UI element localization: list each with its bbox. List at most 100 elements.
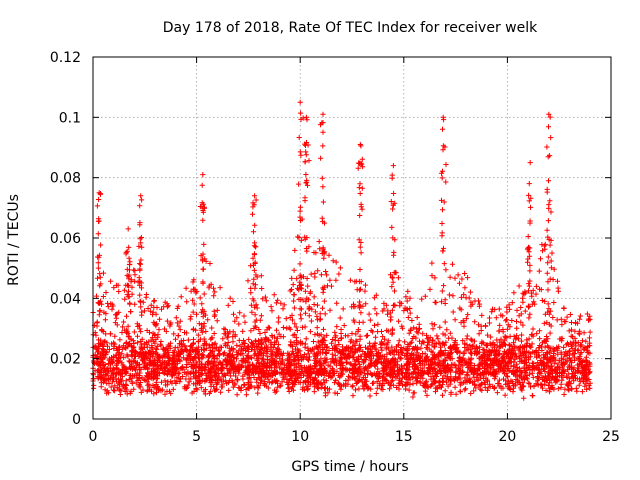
chart-title: Day 178 of 2018, Rate Of TEC Index for r… bbox=[163, 20, 538, 36]
data-point bbox=[218, 367, 224, 373]
data-point bbox=[496, 377, 502, 383]
data-point bbox=[322, 393, 328, 399]
data-point bbox=[91, 376, 97, 382]
x-tick-label: 25 bbox=[602, 429, 620, 445]
data-point bbox=[466, 356, 472, 362]
data-point bbox=[325, 373, 332, 379]
data-point bbox=[534, 373, 541, 380]
data-point bbox=[255, 390, 261, 396]
data-point bbox=[196, 380, 202, 386]
data-point bbox=[494, 390, 500, 396]
data-point bbox=[126, 358, 132, 364]
data-point bbox=[352, 387, 359, 393]
data-point bbox=[116, 386, 122, 392]
data-point bbox=[514, 361, 520, 367]
data-point bbox=[561, 344, 567, 350]
data-point bbox=[451, 378, 457, 384]
data-point bbox=[586, 335, 593, 341]
data-point bbox=[336, 341, 342, 348]
data-point bbox=[274, 378, 280, 384]
data-point bbox=[510, 340, 517, 346]
data-point bbox=[349, 384, 355, 390]
data-point bbox=[234, 342, 240, 348]
data-point bbox=[230, 379, 236, 385]
data-point bbox=[122, 345, 128, 351]
data-point bbox=[172, 336, 179, 342]
data-point bbox=[542, 373, 549, 379]
data-point bbox=[302, 341, 308, 347]
data-point bbox=[439, 382, 446, 388]
data-point bbox=[208, 383, 214, 389]
data-point bbox=[469, 380, 476, 386]
data-point bbox=[429, 342, 435, 348]
data-point bbox=[569, 386, 575, 392]
data-point bbox=[468, 390, 474, 397]
data-point bbox=[180, 373, 186, 380]
y-tick-label: 0.12 bbox=[50, 50, 81, 66]
data-point bbox=[471, 388, 477, 394]
data-point bbox=[233, 373, 239, 379]
data-point bbox=[311, 350, 317, 356]
data-point bbox=[333, 377, 339, 383]
data-point bbox=[151, 391, 157, 397]
data-point bbox=[468, 355, 474, 361]
data-point bbox=[120, 382, 127, 388]
data-point bbox=[424, 354, 430, 360]
data-point bbox=[503, 378, 509, 384]
data-point bbox=[228, 373, 234, 379]
data-point bbox=[397, 355, 403, 361]
data-point bbox=[571, 378, 577, 384]
data-point bbox=[272, 389, 278, 395]
data-point bbox=[225, 339, 231, 346]
data-point bbox=[473, 374, 479, 381]
data-point bbox=[234, 349, 240, 355]
data-point bbox=[379, 347, 385, 353]
data-point bbox=[93, 345, 99, 351]
data-point bbox=[448, 389, 454, 395]
data-point bbox=[222, 350, 228, 356]
data-point bbox=[259, 374, 265, 380]
data-point bbox=[163, 382, 169, 388]
data-point bbox=[550, 345, 556, 351]
data-point bbox=[374, 385, 380, 391]
data-point bbox=[565, 382, 571, 388]
data-point bbox=[301, 387, 307, 393]
data-point bbox=[432, 344, 438, 350]
data-point bbox=[113, 362, 119, 368]
data-point bbox=[168, 379, 174, 385]
data-point bbox=[122, 385, 129, 391]
data-point bbox=[427, 361, 433, 367]
data-point bbox=[330, 336, 336, 343]
data-point bbox=[373, 390, 379, 397]
data-point bbox=[219, 384, 225, 390]
data-point bbox=[539, 347, 545, 354]
data-point bbox=[576, 382, 582, 388]
data-point bbox=[174, 378, 180, 384]
data-point bbox=[484, 348, 490, 354]
data-point bbox=[238, 385, 244, 391]
data-point bbox=[154, 346, 160, 352]
data-point bbox=[153, 379, 159, 385]
data-point bbox=[545, 382, 551, 389]
data-point bbox=[513, 353, 520, 359]
x-tick-label: 20 bbox=[498, 429, 516, 445]
data-point bbox=[507, 346, 513, 352]
x-axis-label: GPS time / hours bbox=[291, 459, 408, 475]
data-point bbox=[131, 386, 137, 392]
data-point bbox=[179, 365, 185, 371]
data-point bbox=[110, 376, 117, 382]
data-point bbox=[376, 356, 382, 362]
data-point bbox=[527, 384, 534, 390]
grid bbox=[93, 57, 611, 419]
data-point bbox=[433, 373, 440, 380]
data-point bbox=[248, 339, 255, 345]
data-point bbox=[141, 376, 147, 382]
data-point bbox=[311, 389, 317, 395]
data-point bbox=[181, 355, 187, 361]
data-point bbox=[521, 395, 527, 401]
data-point bbox=[106, 346, 112, 353]
data-point bbox=[409, 351, 415, 357]
data-point bbox=[134, 363, 140, 369]
data-point bbox=[215, 347, 222, 353]
